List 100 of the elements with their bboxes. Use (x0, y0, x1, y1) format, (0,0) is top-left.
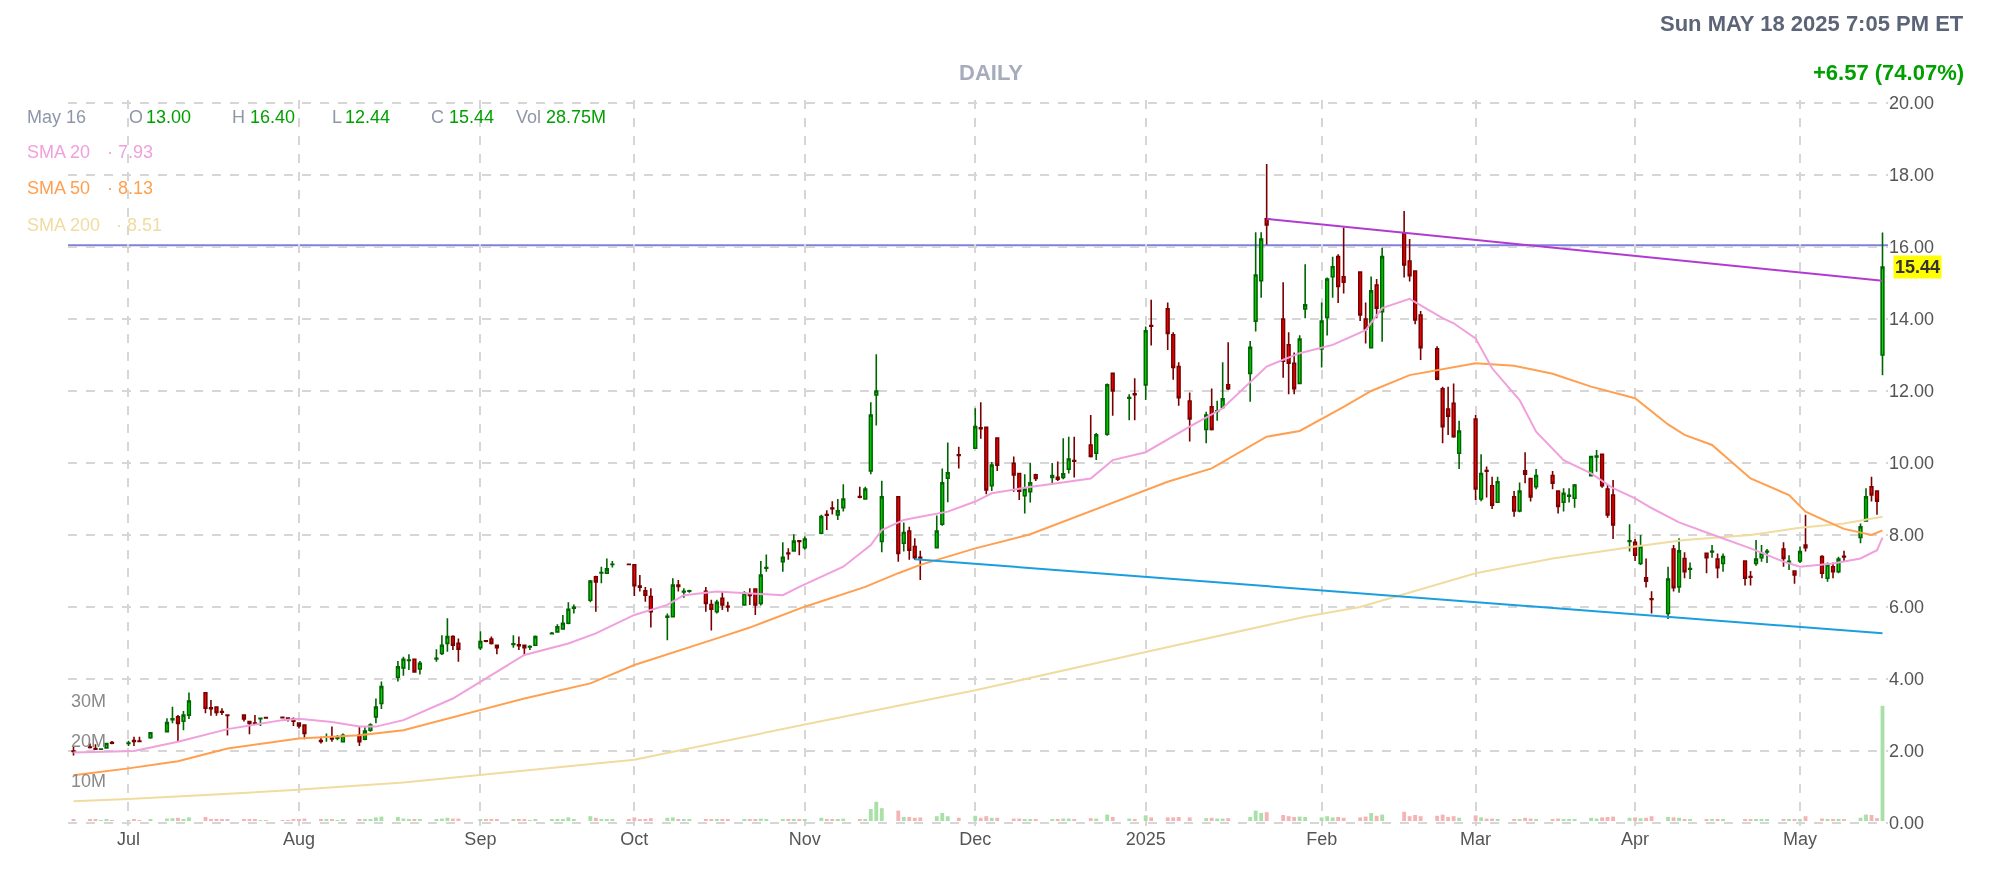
y2-tick-label: 30M (71, 691, 107, 712)
candlestick (533, 634, 538, 647)
x-tick-label: Nov (788, 829, 821, 849)
candlestick (1555, 489, 1561, 515)
bar (780, 818, 785, 821)
annotation: May 16 (27, 107, 87, 127)
candlestick (1363, 301, 1368, 345)
candlestick (758, 560, 763, 607)
bar (1495, 818, 1500, 821)
candlestick (412, 658, 417, 674)
candlestick (720, 590, 725, 611)
bar (945, 816, 950, 821)
bar (1143, 815, 1148, 821)
candlestick (1704, 552, 1709, 574)
candlestick (1511, 490, 1517, 518)
candlestick (434, 648, 439, 663)
bar (670, 817, 675, 821)
candlestick (1215, 399, 1220, 422)
candlestick (940, 467, 945, 527)
y2-tick-label: 10M (71, 771, 107, 792)
candlestick (1358, 270, 1363, 322)
annotation: 16.40 (250, 107, 296, 127)
candlestick (610, 560, 615, 569)
bar (907, 816, 912, 821)
candlestick (1709, 544, 1715, 559)
candlestick (1171, 331, 1176, 381)
candlestick (1248, 340, 1253, 403)
bar (1088, 818, 1093, 821)
annotation: C (431, 107, 444, 127)
candlestick (1165, 301, 1170, 351)
candlestick (1720, 552, 1726, 573)
bar (1336, 816, 1341, 821)
bar (1209, 817, 1214, 821)
candlestick (1297, 334, 1302, 385)
bar (588, 816, 593, 821)
candlestick (665, 612, 670, 641)
candlestick (478, 630, 483, 651)
candlestick (1863, 487, 1869, 522)
candlestick (1050, 462, 1055, 486)
bar (187, 817, 191, 821)
y-tick-label: 12.00 (1889, 381, 1935, 402)
text: DAILY (959, 60, 1024, 85)
bar (1534, 818, 1539, 821)
bar (1666, 816, 1670, 821)
candlestick (863, 485, 868, 500)
candlestick (874, 353, 879, 427)
x-tick-label: Aug (282, 829, 315, 849)
bar (1380, 814, 1385, 821)
bar (1875, 818, 1879, 821)
bar (791, 818, 796, 821)
bar (1226, 818, 1231, 821)
text: +6.57 (74.07%) (1813, 60, 1965, 85)
candlestick (1522, 451, 1528, 484)
candlestick (1132, 377, 1137, 421)
candlestick (439, 634, 445, 656)
candlestick (725, 600, 730, 613)
candlestick (1187, 391, 1192, 443)
candlestick (1379, 246, 1385, 343)
candlestick (164, 717, 170, 733)
bar (648, 818, 653, 821)
candlestick (1374, 278, 1379, 320)
bar (1176, 816, 1181, 821)
candlestick (989, 461, 994, 492)
candlestick (819, 514, 824, 536)
candlestick (868, 401, 873, 475)
candlestick (1143, 325, 1148, 401)
candlestick (1643, 557, 1649, 589)
bar (1479, 817, 1484, 821)
candlestick (637, 574, 642, 593)
candlestick (1484, 465, 1489, 499)
candlestick (780, 541, 785, 573)
candlestick (1105, 382, 1110, 437)
candlestick (1264, 163, 1269, 246)
candlestick (901, 521, 906, 553)
candlestick (1533, 468, 1539, 491)
candlestick (1665, 565, 1671, 620)
annotation: L (332, 107, 343, 127)
bar (995, 817, 1000, 821)
annotation: 15.44 (449, 107, 495, 127)
candlestick (1226, 341, 1231, 391)
bar (1418, 816, 1423, 821)
y-tick-label: 6.00 (1889, 597, 1925, 618)
annotation: O (129, 107, 144, 127)
bar (1451, 816, 1456, 821)
candlestick (241, 714, 247, 723)
y-tick-label: 8.00 (1889, 525, 1925, 546)
candlestick (1220, 361, 1225, 410)
annotation: · 8.51 (116, 215, 163, 235)
candlestick (1489, 475, 1495, 510)
bar (209, 818, 213, 821)
bar (819, 817, 824, 821)
candlestick (71, 745, 76, 757)
candlestick (126, 739, 131, 747)
candlestick (1336, 253, 1341, 304)
bar (1281, 814, 1286, 821)
y-tick-label: 16.00 (1889, 237, 1935, 258)
bar (1248, 816, 1253, 821)
candlestick (549, 631, 555, 636)
candlestick (995, 437, 1000, 472)
candlestick (1204, 411, 1209, 444)
